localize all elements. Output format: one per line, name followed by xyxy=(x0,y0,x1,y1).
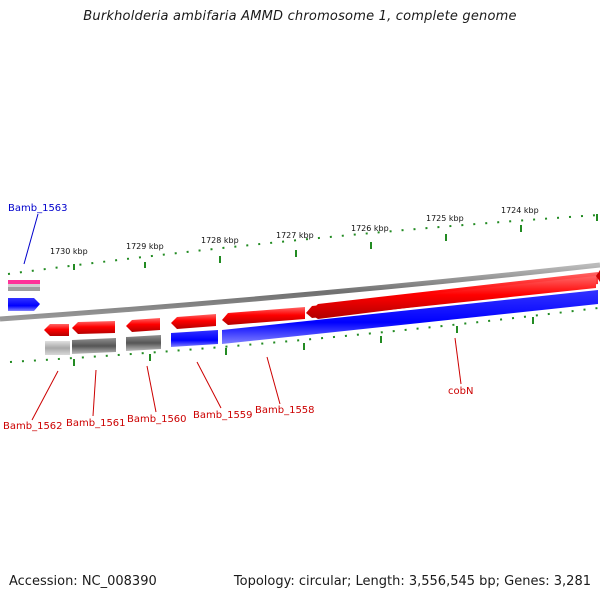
cds-edge-tip xyxy=(596,270,600,282)
kbp-label: 1730 kbp xyxy=(50,247,88,256)
gene-bamb-1561[interactable] xyxy=(72,338,116,354)
misc-feature-bamb-1563[interactable] xyxy=(8,280,40,284)
cds-bamb-1562[interactable] xyxy=(44,324,69,336)
label-bamb-1563[interactable]: Bamb_1563 xyxy=(8,203,68,214)
misc-feature-bamb-1563-b[interactable] xyxy=(8,284,40,287)
leader-bamb-1563 xyxy=(23,213,39,265)
kbp-label: 1724 kbp xyxy=(501,206,539,215)
label-bamb-1561[interactable]: Bamb_1561 xyxy=(66,418,126,429)
label-leaders xyxy=(23,213,462,421)
outer-ruler-dots xyxy=(7,214,599,275)
accession-text: Accession: NC_008390 xyxy=(9,574,157,589)
misc-feature-bamb-1563-c[interactable] xyxy=(8,287,40,291)
gene-bamb-1558-cobn[interactable] xyxy=(222,290,598,344)
chromosome-backbone xyxy=(0,262,600,322)
gene-bamb-1563[interactable] xyxy=(8,298,40,311)
leader-bamb-1561 xyxy=(92,369,97,417)
gene-bamb-1559[interactable] xyxy=(171,330,218,347)
cds-bamb-1560[interactable] xyxy=(126,318,160,332)
gene-bamb-1562[interactable] xyxy=(45,341,70,355)
ruler-labels: 1730 kbp 1729 kbp 1728 kbp 1727 kbp 1726… xyxy=(50,206,539,256)
genome-summary-text: Topology: circular; Length: 3,556,545 bp… xyxy=(233,574,591,589)
cds-bamb-1561[interactable] xyxy=(72,321,115,334)
leader-bamb-1558 xyxy=(266,356,281,405)
cds-bamb-1559[interactable] xyxy=(171,314,216,329)
leader-bamb-1559 xyxy=(196,361,222,409)
label-bamb-1559[interactable]: Bamb_1559 xyxy=(193,410,253,421)
leader-bamb-1560 xyxy=(146,365,157,413)
reverse-strand-features xyxy=(44,270,600,355)
gene-labels: Bamb_1563 Bamb_1562 Bamb_1561 Bamb_1560 … xyxy=(3,203,473,432)
inner-major-ticks xyxy=(73,317,534,366)
genome-title: Burkholderia ambifaria AMMD chromosome 1… xyxy=(83,9,517,24)
gene-bamb-1560[interactable] xyxy=(126,335,161,351)
cds-bamb-1558[interactable] xyxy=(222,307,305,325)
kbp-label: 1729 kbp xyxy=(126,242,164,251)
label-cobn[interactable]: cobN xyxy=(448,386,473,397)
cds-cobn-reverse[interactable] xyxy=(306,276,596,318)
leader-cobn xyxy=(454,337,462,385)
kbp-label: 1725 kbp xyxy=(426,214,464,223)
leader-bamb-1562 xyxy=(31,370,59,421)
kbp-label: 1726 kbp xyxy=(351,224,389,233)
label-bamb-1560[interactable]: Bamb_1560 xyxy=(127,414,187,425)
outer-ruler xyxy=(7,214,599,275)
kbp-label: 1727 kbp xyxy=(276,231,314,240)
label-bamb-1558[interactable]: Bamb_1558 xyxy=(255,405,315,416)
outer-major-ticks xyxy=(73,214,598,270)
kbp-label: 1728 kbp xyxy=(201,236,239,245)
label-bamb-1562[interactable]: Bamb_1562 xyxy=(3,421,63,432)
